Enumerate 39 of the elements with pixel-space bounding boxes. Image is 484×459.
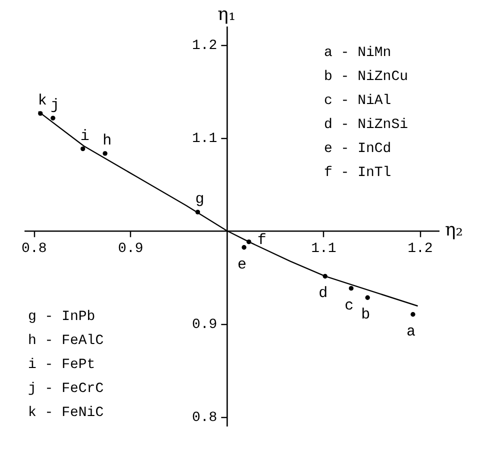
annotation: a - NiMn [324, 45, 392, 61]
annotation: i - FePt [28, 357, 96, 373]
annotation: j [50, 97, 60, 114]
annotation: e [238, 256, 247, 274]
point [50, 116, 56, 120]
y-axis-title: η₁ [218, 4, 236, 25]
annotation: k - FeNiC [28, 405, 104, 421]
x-axis-title: η₂ [445, 220, 463, 241]
annotation: d [318, 285, 328, 302]
annotation: e - InCd [324, 141, 392, 157]
y-tick-label: 1.2 [192, 38, 218, 54]
point [242, 245, 246, 250]
y-tick-label: 1.1 [192, 131, 218, 148]
annotation: f [257, 232, 266, 249]
x-tick-label: 1.2 [408, 241, 433, 258]
annotation: h - FeAlC [28, 333, 104, 349]
point [348, 286, 354, 291]
annotation: c [344, 297, 354, 314]
annotation: g [195, 191, 204, 208]
point [365, 295, 370, 300]
x-tick-label: 1.1 [311, 241, 336, 258]
annotation: d - NiZnSi [324, 117, 408, 133]
point [102, 151, 108, 156]
x-tick-label: 0.9 [118, 241, 144, 258]
annotation: a [406, 323, 416, 340]
y-tick-label: 0.9 [192, 317, 218, 334]
annotation: f - InTl [324, 165, 392, 181]
annotation: b [361, 306, 370, 324]
annotation: j - FeCrC [28, 381, 104, 397]
annotation: c - NiAl [324, 93, 392, 109]
point [410, 312, 416, 317]
annotation: g - InPb [28, 309, 96, 325]
annotation: h [102, 132, 112, 150]
annotation: i [80, 128, 90, 145]
annotation: b - NiZnCu [324, 69, 408, 85]
annotation: k [38, 92, 47, 110]
point [80, 146, 86, 152]
x-tick-label: 0.8 [22, 241, 47, 258]
y-tick-label: 0.8 [192, 410, 218, 426]
